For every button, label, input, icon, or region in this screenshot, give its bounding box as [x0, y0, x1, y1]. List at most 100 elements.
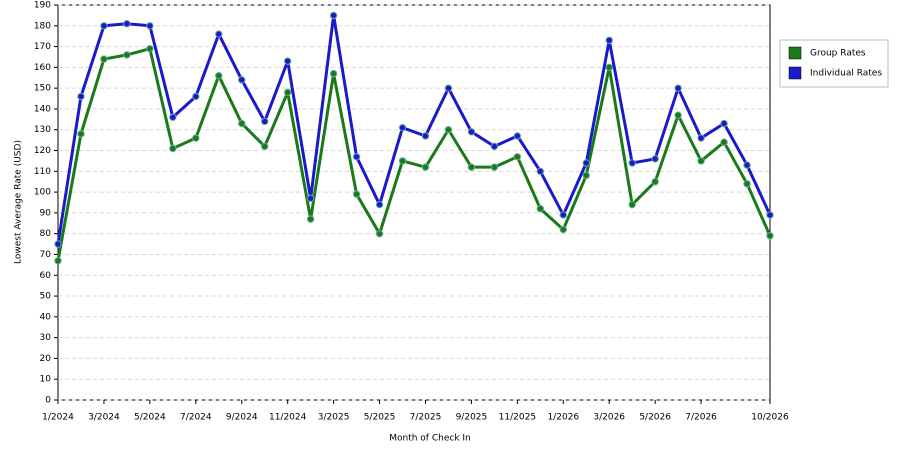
y-tick-label: 90 — [40, 208, 52, 218]
data-point — [559, 211, 567, 219]
data-point — [352, 153, 361, 161]
data-point — [352, 190, 361, 198]
y-tick-label: 140 — [34, 104, 51, 114]
data-point — [54, 257, 62, 265]
data-point — [306, 194, 315, 203]
data-point — [238, 76, 246, 84]
y-tick-label: 120 — [34, 146, 51, 156]
x-tick-label: 7/2024 — [180, 413, 212, 423]
data-point — [536, 167, 545, 176]
data-point — [192, 92, 200, 101]
x-tick-label: 5/2026 — [639, 413, 671, 423]
data-point — [490, 163, 499, 171]
x-axis-label: Month of Check In — [389, 434, 471, 444]
data-point — [329, 69, 338, 78]
data-point — [743, 180, 751, 188]
data-point — [123, 20, 131, 28]
x-tick-label: 3/2024 — [88, 413, 120, 423]
y-tick-label: 20 — [40, 354, 52, 364]
data-point — [536, 205, 545, 213]
legend-label: Group Rates — [810, 49, 866, 59]
y-tick-label: 60 — [40, 271, 52, 281]
x-tick-label: 10/2026 — [751, 413, 789, 423]
data-point — [283, 57, 292, 65]
x-tick-label: 3/2025 — [318, 413, 350, 423]
y-tick-label: 130 — [34, 125, 51, 135]
data-point — [169, 113, 177, 121]
data-point — [651, 155, 659, 163]
data-point — [582, 159, 590, 167]
x-tick-label: 11/2024 — [269, 413, 307, 423]
x-tick-label: 5/2025 — [364, 413, 396, 423]
data-point — [628, 159, 636, 167]
data-point — [628, 200, 636, 209]
x-tick-label: 3/2026 — [593, 413, 625, 423]
data-point — [283, 88, 292, 97]
data-point — [375, 229, 384, 238]
data-point — [720, 119, 728, 128]
data-point — [215, 71, 223, 80]
data-point — [238, 119, 246, 128]
y-tick-label: 0 — [45, 396, 51, 406]
data-point — [421, 163, 430, 171]
data-point — [215, 30, 223, 38]
data-point — [513, 132, 522, 140]
x-tick-label: 11/2025 — [499, 413, 536, 423]
data-point — [467, 163, 476, 171]
data-point — [100, 55, 108, 63]
legend-swatch — [788, 46, 802, 60]
data-point — [582, 171, 590, 180]
data-point — [559, 225, 567, 234]
x-tick-label: 7/2025 — [410, 413, 442, 423]
data-point — [513, 153, 522, 161]
y-tick-label: 100 — [34, 188, 51, 198]
data-point — [169, 144, 177, 153]
data-point — [697, 157, 705, 165]
y-tick-label: 180 — [34, 21, 51, 31]
data-point — [398, 123, 407, 132]
y-tick-label: 10 — [40, 375, 52, 385]
data-point — [490, 142, 499, 151]
data-point — [697, 134, 705, 142]
x-tick-label: 5/2024 — [134, 413, 166, 423]
y-tick-label: 40 — [40, 312, 52, 322]
y-tick-label: 170 — [34, 42, 51, 52]
data-point — [146, 44, 154, 53]
legend-label: Individual Rates — [810, 69, 882, 79]
y-tick-label: 80 — [40, 229, 52, 239]
x-tick-label: 1/2026 — [547, 413, 579, 423]
y-axis-label: Lowest Average Rate (USD) — [14, 140, 24, 264]
series-line — [56, 13, 772, 245]
data-point — [261, 142, 269, 151]
y-tick-label: 110 — [34, 167, 51, 177]
data-point — [398, 157, 407, 165]
data-point — [306, 215, 315, 223]
data-point — [261, 117, 269, 126]
legend-swatch — [788, 66, 802, 80]
data-point — [77, 130, 85, 138]
data-point — [100, 22, 108, 30]
plot-area — [57, 4, 771, 401]
data-point — [720, 138, 728, 146]
data-point — [192, 134, 200, 142]
data-point — [444, 84, 453, 92]
x-tick-label: 9/2024 — [226, 413, 258, 423]
data-point — [54, 240, 62, 248]
data-point — [421, 132, 430, 140]
x-tick-label: 1/2024 — [42, 413, 74, 423]
data-point — [674, 84, 682, 92]
series-line — [56, 47, 772, 261]
y-tick-label: 160 — [34, 63, 51, 73]
data-point — [444, 126, 453, 134]
data-point — [123, 51, 131, 59]
y-tick-label: 190 — [34, 1, 51, 11]
y-tick-label: 70 — [40, 250, 52, 260]
data-point — [77, 92, 85, 101]
y-tick-label: 150 — [34, 84, 51, 94]
data-point — [375, 200, 384, 209]
x-tick-label: 7/2026 — [685, 413, 717, 423]
data-point — [743, 161, 751, 169]
data-point — [605, 36, 613, 45]
data-point — [766, 232, 774, 240]
